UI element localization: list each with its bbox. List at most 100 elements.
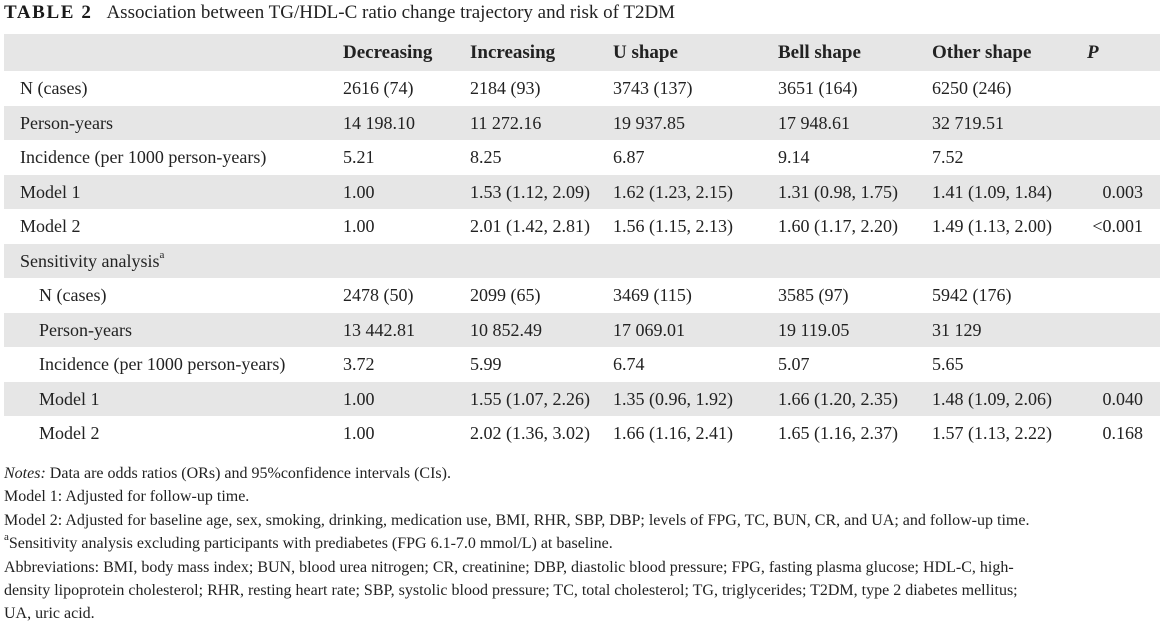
table-row: Person-years 13 442.81 10 852.49 17 069.01 1… [4,312,1160,347]
abbreviations-line: Abbreviations: BMI, body mass index; BUN… [4,558,1014,576]
table-label: TABLE 2 [4,2,93,23]
table-cell: 19 119.05 [778,319,850,340]
sensitivity-analysis-row: Sensitivity analysisa [4,243,1160,278]
table-cell: 5.99 [470,354,502,374]
table-cell: 32 719.51 [932,112,1004,133]
table-row: Incidence (per 1000 person-years) 5.21 8.2… [4,140,1160,175]
table-cell: 1.60 (1.17, 2.20) [778,216,898,236]
row-label: N (cases) [20,78,88,98]
table-row: Model 1 1.00 1.55 (1.07, 2.26) 1.35 (0.96, … [4,381,1160,416]
table-cell: 1.41 (1.09, 1.84) [932,181,1052,202]
row-label: Model 1 [20,181,81,202]
table-row: Model 1 1.00 1.53 (1.12, 2.09) 1.62 (1.23, … [4,174,1160,209]
table-cell: 9.14 [778,147,810,167]
row-label: Model 2 [20,216,81,236]
table-cell: 3.72 [343,354,375,374]
table-cell: 2.01 (1.42, 2.81) [470,216,590,236]
column-header: Other shape [932,42,1032,63]
table-cell: 1.49 (1.13, 2.00) [932,216,1052,236]
table-title: Association between TG/HDL-C ratio chang… [106,2,676,23]
p-value-cell: 0.040 [1102,388,1144,409]
row-label: Person-years [39,319,132,340]
table-row: Model 2 1.00 2.01 (1.42, 2.81) 1.56 (1.15, … [4,209,1160,244]
table-cell: 8.25 [470,147,502,167]
table-row: N (cases) 2478 (50) 2099 (65) 3469 (115) 358… [4,278,1160,313]
row-label: Model 2 [39,423,100,443]
row-label: Incidence (per 1000 person-years) [39,354,286,374]
table-cell: 1.31 (0.98, 1.75) [778,181,898,202]
table-cell: 1.00 [343,216,375,236]
notes-text: Data are odds ratios (ORs) and 95%confid… [45,465,451,482]
column-header: Increasing [470,42,556,63]
table-cell: 2099 (65) [470,285,541,305]
column-header: Bell shape [778,42,861,63]
model1-note: Model 1: Adjusted for follow-up time. [4,488,250,506]
row-label: Incidence (per 1000 person-years) [20,147,267,167]
table-cell: 1.65 (1.16, 2.37) [778,423,898,443]
table-row: N (cases) 2616 (74) 2184 (93) 3743 (137) 365… [4,71,1160,106]
sensitivity-label: Sensitivity analysisa [20,248,165,271]
table-cell: 1.62 (1.23, 2.15) [613,181,733,202]
model2-note: Model 2: Adjusted for baseline age, sex,… [4,511,1030,529]
abbreviations-line: density lipoprotein cholesterol; RHR, re… [4,582,1018,600]
table-cell: 1.48 (1.09, 2.06) [932,388,1052,409]
table-cell: 17 069.01 [613,319,685,340]
footnote-text: Sensitivity analysis excluding participa… [8,535,613,553]
column-header: Decreasing [343,42,433,63]
table-cell: 1.66 (1.16, 2.41) [613,423,733,443]
table-cell: 5.21 [343,147,375,167]
table-cell: 1.35 (0.96, 1.92) [613,388,733,409]
table-cell: 11 272.16 [470,112,542,133]
table-cell: 1.00 [343,181,375,202]
table-cell: 3469 (115) [613,285,692,305]
row-label: N (cases) [39,285,107,305]
footnote-marker: a [4,530,9,543]
table-cell: 1.57 (1.13, 2.22) [932,423,1052,443]
table-notes: Notes: Data are odds ratios (ORs) and 95… [4,462,1160,626]
footnote-a: aSensitivity analysis excluding particip… [4,530,1160,555]
results-table: Decreasing Increasing U shape Bell shape… [4,34,1160,451]
table-row: Person-years 14 198.10 11 272.16 19 937.85 1… [4,105,1160,140]
table-cell: 7.52 [932,147,964,167]
row-label: Person-years [20,112,113,133]
table-cell: 2.02 (1.36, 3.02) [470,423,590,443]
table-cell: 6.87 [613,147,645,167]
table-row: Incidence (per 1000 person-years) 3.72 5.9… [4,347,1160,382]
table-cell: 13 442.81 [343,319,415,340]
p-value-cell: 0.003 [1102,181,1144,202]
p-value-cell: 0.168 [1102,423,1144,443]
table-cell: 19 937.85 [613,112,685,133]
table-cell: 5.07 [778,354,810,374]
abbreviations-line: UA, uric acid. [4,605,95,623]
table-cell: 2616 (74) [343,78,414,98]
notes-label: Notes: [4,465,46,482]
main-rows: N (cases) 2616 (74) 2184 (93) 3743 (137) 365… [4,71,1160,244]
sensitivity-rows: N (cases) 2478 (50) 2099 (65) 3469 (115) 358… [4,278,1160,451]
table-caption: TABLE 2 Association between TG/HDL-C rat… [4,2,675,30]
notes-line: Notes: Data are odds ratios (ORs) and 95… [4,462,1160,485]
table-cell: 6250 (246) [932,78,1012,98]
table-cell: 3651 (164) [778,78,858,98]
table-cell: 6.74 [613,354,645,374]
table-cell: 14 198.10 [343,112,415,133]
table-cell: 2478 (50) [343,285,414,305]
table-cell: 3743 (137) [613,78,693,98]
table-row: Model 2 1.00 2.02 (1.36, 3.02) 1.66 (1.16, … [4,416,1160,451]
table-cell: 10 852.49 [470,319,542,340]
table-cell: 17 948.61 [778,112,850,133]
row-label: Model 1 [39,388,100,409]
table-cell: 1.66 (1.20, 2.35) [778,388,898,409]
column-header: U shape [613,42,678,63]
table-cell: 5942 (176) [932,285,1012,305]
table-cell: 1.00 [343,423,375,443]
table-cell: 1.55 (1.07, 2.26) [470,388,590,409]
table-header-row: Decreasing Increasing U shape Bell shape… [4,34,1160,71]
table-cell: 1.56 (1.15, 2.13) [613,216,733,236]
p-value-cell: <0.001 [1092,216,1143,236]
table-cell: 1.53 (1.12, 2.09) [470,181,590,202]
table-cell: 2184 (93) [470,78,541,98]
column-header-p: P [1087,42,1099,63]
table-cell: 31 129 [932,319,982,340]
footnote-marker: a [159,248,165,261]
table-cell: 5.65 [932,354,964,374]
